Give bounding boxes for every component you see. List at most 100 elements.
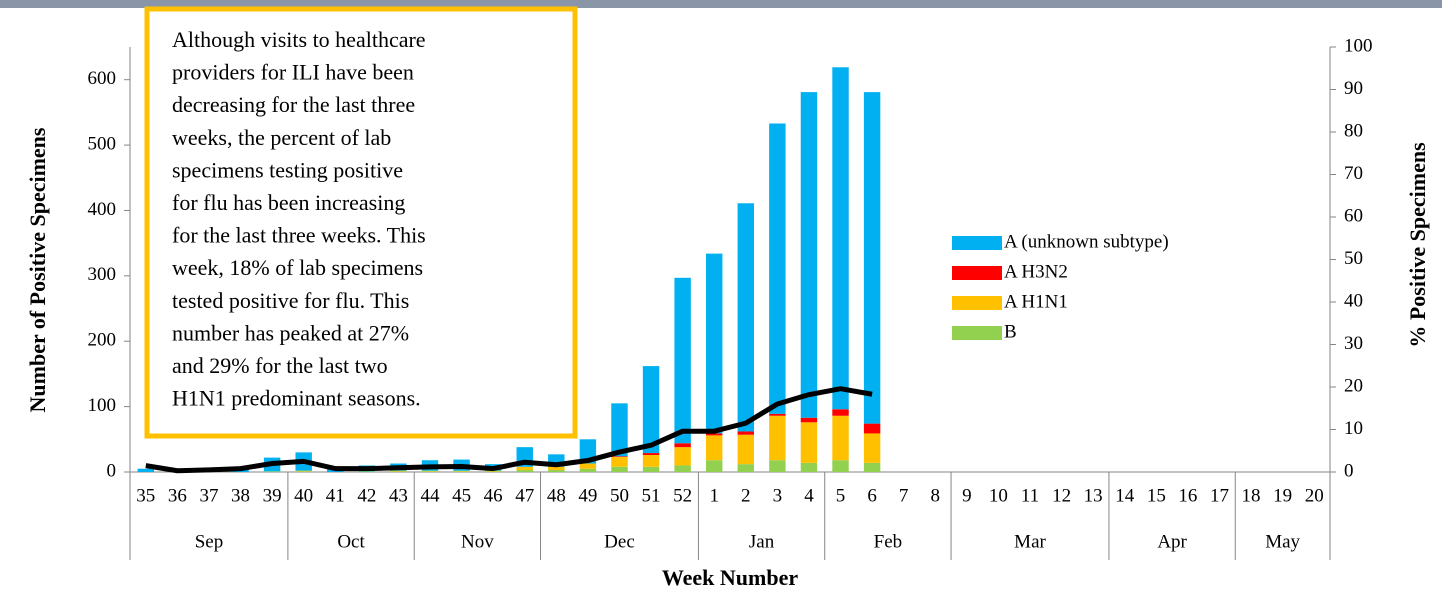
x-tick-label: 49 [578,485,597,506]
x-tick-label: 39 [263,485,282,506]
x-tick-label: 42 [357,485,376,506]
bar-segment [863,423,881,434]
bar-segment [706,253,723,434]
bar-segment [863,433,881,463]
x-tick-label: 41 [326,485,345,506]
annotation-line: for flu has been increasing [172,190,405,215]
bar-segment [484,471,502,472]
y-tick-label: 0 [107,460,117,481]
x-group-label: Apr [1157,531,1187,552]
bar-segment [295,470,312,472]
x-tick-label: 47 [515,485,534,506]
bar-segment [769,460,786,472]
bar-segment [832,460,849,472]
bar-segment [137,468,154,472]
x-group-label: Feb [874,531,903,552]
x-tick-label: 45 [452,485,471,506]
y-tick-label: 600 [88,68,117,89]
bar-segment [390,470,407,472]
x-tick-label: 38 [231,485,250,506]
annotation-line: week, 18% of lab specimens [172,255,423,280]
bar-segment [548,466,565,471]
y2-tick-label: 40 [1344,290,1363,311]
x-tick-label: 14 [1115,485,1135,506]
y-tick-label: 300 [88,264,117,285]
x-tick-label: 44 [421,485,441,506]
bar-segment [516,466,533,471]
annotation-line: number has peaked at 27% [172,320,409,345]
y2-tick-label: 50 [1344,248,1363,269]
x-group-label: Sep [195,531,224,552]
x-tick-label: 20 [1305,485,1324,506]
x-tick-label: 52 [673,485,692,506]
annotation-line: specimens testing positive [172,157,403,182]
legend-label: A H1N1 [1004,291,1068,312]
bar-segment [832,415,849,461]
bar-segment [453,471,470,472]
bar-segment [453,470,470,472]
y-axis-title: Number of Positive Specimens [25,127,50,412]
bar-segment [421,470,439,472]
bar-segment [674,465,691,472]
bar-segment [706,460,723,472]
x-tick-label: 43 [389,485,408,506]
y2-tick-label: 30 [1344,333,1363,354]
x-tick-label: 18 [1242,485,1261,506]
x-tick-label: 11 [1021,485,1039,506]
bar-segment [421,471,439,472]
x-tick-label: 48 [547,485,566,506]
bar-segment [642,366,660,454]
x-tick-label: 4 [804,485,814,506]
x-tick-label: 2 [741,485,751,506]
bar-segment [832,67,849,410]
bar-segment [642,455,660,467]
y2-tick-label: 80 [1344,120,1363,141]
x-tick-label: 5 [836,485,846,506]
x-tick-label: 36 [168,485,187,506]
y2-tick-label: 100 [1344,35,1373,56]
bar-segment [737,434,754,465]
bar-segment [863,462,881,472]
x-group-label: Jan [749,531,775,552]
bar-segment [706,435,723,461]
annotation-box [144,6,578,439]
x-tick-label: 37 [199,485,218,506]
y-tick-label: 400 [88,199,117,220]
x-group-label: May [1265,531,1300,552]
annotation-line: providers for ILI have been [172,60,414,85]
x-group-label: Oct [337,531,365,552]
bar-segment [295,471,312,472]
bar-segment [832,409,849,416]
x-tick-label: 6 [867,485,877,506]
y2-tick-label: 90 [1344,78,1363,99]
x-tick-label: 3 [773,485,783,506]
bar-segment [579,463,597,469]
annotation-line: and 29% for the last two [172,353,388,378]
x-tick-label: 9 [962,485,972,506]
legend-label: B [1004,321,1017,342]
bar-segment [642,466,660,472]
x-tick-label: 15 [1147,485,1166,506]
legend-label: A H3N2 [1004,261,1068,282]
x-group-label: Nov [461,531,494,552]
line-series [145,386,873,474]
legend-label: A (unknown subtype) [1004,231,1169,252]
bar-segment [706,433,723,436]
legend-swatch [952,326,1002,340]
x-axis-title: Week Number [662,565,799,590]
bar-segment [863,92,881,424]
bar-segment [800,417,818,423]
x-tick-label: 35 [136,485,155,506]
bar-segment [800,92,818,418]
y-tick-label: 100 [88,395,117,416]
x-tick-label: 19 [1273,485,1292,506]
legend-swatch [952,236,1002,250]
bar-segment [769,413,786,416]
bar-segment [611,456,628,467]
x-tick-label: 50 [610,485,629,506]
legend-swatch [952,266,1002,280]
x-tick-label: 7 [899,485,909,506]
bar-segment [737,431,754,435]
x-tick-label: 16 [1178,485,1197,506]
